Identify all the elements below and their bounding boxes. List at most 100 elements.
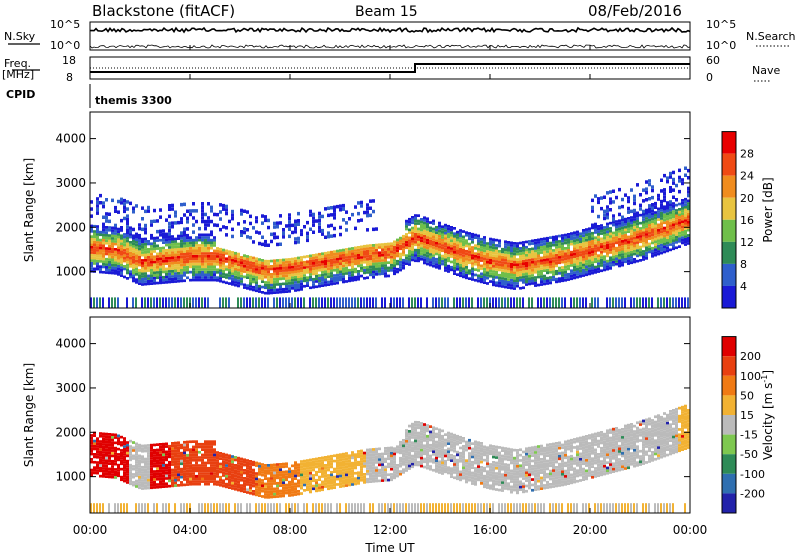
velocity-cell (210, 442, 213, 446)
velocity-cell (276, 489, 279, 493)
velocity-cell (351, 456, 354, 460)
power-cell (591, 198, 594, 203)
velocity-cell (330, 457, 333, 461)
velocity-cell (138, 454, 141, 458)
power-cell (663, 248, 666, 251)
power-cell (246, 257, 249, 261)
velocity-cell (258, 462, 261, 466)
power-cell (108, 236, 111, 240)
power-cell (549, 278, 552, 282)
power-cell (153, 276, 156, 280)
power-cell (666, 249, 669, 253)
velocity-cell (309, 479, 312, 483)
power-cell (435, 226, 438, 229)
velocity-cell (348, 457, 351, 460)
velocity-cell (291, 477, 294, 481)
power-cell (606, 251, 609, 255)
velocity-cell (276, 471, 279, 474)
power-cell (228, 297, 230, 308)
power-cell (462, 235, 465, 239)
power-cell (477, 261, 480, 264)
power-cell (216, 212, 219, 217)
velocity-cell (102, 440, 105, 444)
power-cell (579, 245, 582, 249)
power-cell (552, 241, 555, 244)
velocity-cell (201, 477, 204, 481)
velocity-cell (204, 445, 207, 449)
power-cell (561, 247, 564, 251)
power-cell (678, 175, 681, 180)
power-cell (678, 210, 681, 214)
power-cell (306, 220, 309, 225)
power-cell (264, 265, 267, 268)
power-cell (99, 270, 102, 274)
power-cell (312, 285, 315, 289)
power-cell (414, 235, 417, 239)
power-cell (402, 266, 405, 270)
power-cell (102, 252, 105, 255)
power-cell (150, 277, 153, 280)
power-cell (687, 204, 690, 208)
power-cell (537, 275, 540, 279)
power-cell (591, 258, 594, 262)
power-cell (417, 254, 420, 257)
power-cell (270, 291, 273, 295)
power-cell (165, 257, 168, 260)
velocity-cell (237, 478, 240, 481)
power-cell (417, 248, 420, 252)
power-cell (294, 281, 297, 284)
velocity-cell (372, 450, 375, 454)
power-cell (426, 252, 429, 255)
velocity-cell (138, 462, 141, 466)
velocity-cell (210, 450, 213, 454)
power-cell (606, 259, 609, 263)
velocity-cell (294, 477, 297, 480)
power-cell (264, 291, 267, 295)
velocity-cell (174, 481, 177, 485)
power-cell (633, 258, 636, 261)
power-cell (372, 273, 375, 276)
velocity-cell (123, 439, 126, 443)
power-cell (429, 229, 432, 232)
power-cell (423, 253, 426, 257)
power-cell (126, 269, 129, 272)
power-cell (147, 282, 150, 286)
power-cell (642, 226, 645, 229)
power-cell (573, 252, 576, 256)
velocity-cell (111, 449, 114, 452)
velocity-cell (177, 476, 180, 479)
power-cell (414, 251, 417, 255)
velocity-cell (156, 461, 159, 465)
power-cell (672, 195, 675, 199)
power-cell (519, 262, 522, 266)
power-cell (675, 227, 678, 231)
power-cell (258, 266, 261, 269)
power-cell (114, 297, 116, 308)
power-cell (435, 233, 438, 237)
velocity-cell (180, 503, 182, 513)
velocity-cell (162, 480, 165, 483)
velocity-cell (210, 464, 213, 467)
velocity-cell (90, 503, 92, 513)
power-cell (516, 258, 519, 261)
velocity-cell (105, 435, 108, 439)
velocity-cell (174, 441, 177, 445)
power-cell (492, 259, 495, 263)
velocity-cell (207, 448, 210, 451)
power-cell (306, 271, 309, 274)
power-cell (654, 219, 657, 222)
power-cell (117, 199, 120, 204)
power-cell (660, 219, 663, 223)
power-cell (135, 259, 138, 263)
power-cell (618, 230, 621, 233)
power-cell (570, 269, 573, 273)
power-cell (225, 260, 228, 263)
power-cell (333, 268, 336, 272)
velocity-cell (258, 478, 261, 481)
power-cell (219, 250, 222, 254)
power-cell (246, 284, 249, 287)
velocity-cell (213, 469, 216, 473)
power-cell (621, 263, 624, 267)
velocity-cell (126, 443, 129, 447)
power-cell (450, 244, 453, 248)
